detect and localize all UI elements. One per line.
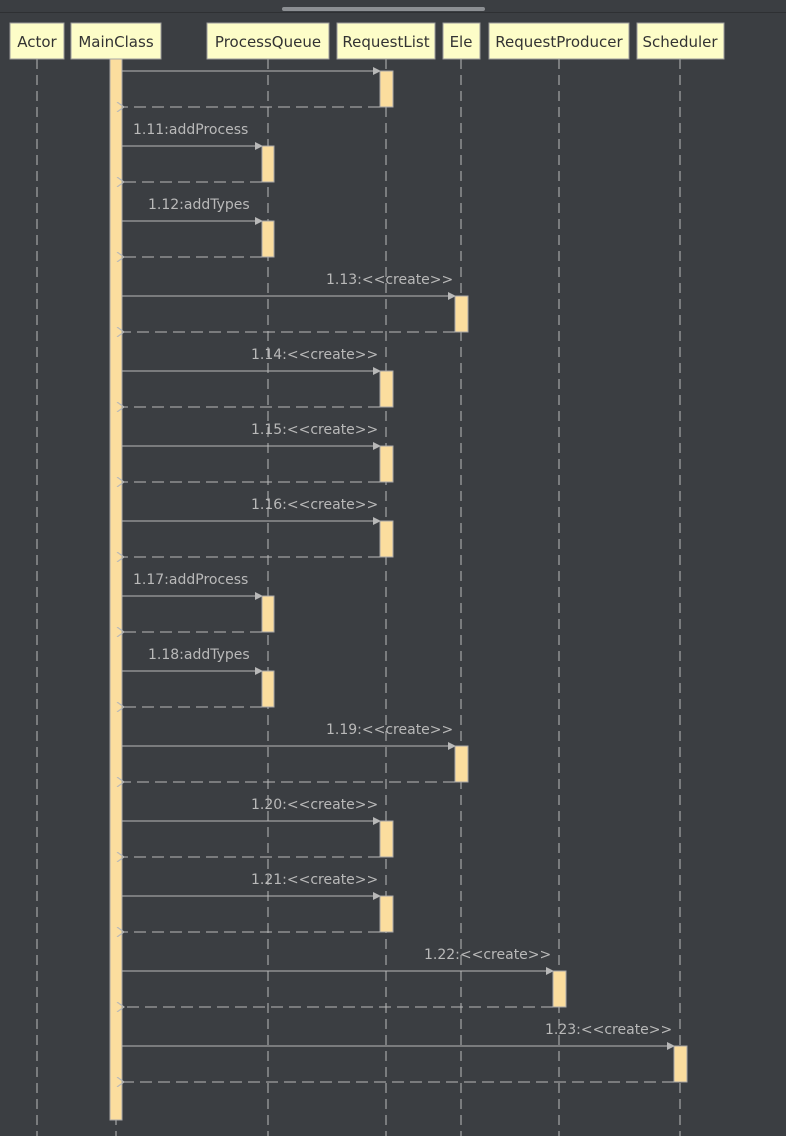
message-label: 1.15:<<create>> [251, 422, 378, 438]
message-label: 1.13:<<create>> [326, 272, 453, 288]
participant-actor[interactable]: Actor [9, 22, 65, 60]
message-1-14: 1.14:<<create>> [122, 347, 394, 407]
participant-label: Ele [450, 33, 473, 51]
participant-mainclass[interactable]: MainClass [70, 22, 162, 60]
participant-label: Scheduler [642, 33, 718, 51]
message-0 [122, 67, 394, 107]
message-label: 1.17:addProcess [133, 572, 248, 588]
top-toolbar-strip [0, 0, 786, 13]
message-1-19: 1.19:<<create>> [122, 722, 469, 782]
message-label: 1.16:<<create>> [251, 497, 378, 513]
participant-label: RequestProducer [495, 33, 623, 51]
message-label: 1.14:<<create>> [251, 347, 378, 363]
participant-requestproducer[interactable]: RequestProducer [488, 22, 630, 60]
message-1-13: 1.13:<<create>> [122, 272, 469, 332]
participant-label: Actor [17, 33, 57, 51]
message-1-12: 1.12:addTypes [122, 197, 275, 257]
message-label: 1.22:<<create>> [424, 947, 551, 963]
message-1-23: 1.23:<<create>> [122, 1022, 688, 1082]
message-1-16: 1.16:<<create>> [122, 497, 394, 557]
participant-processqueue[interactable]: ProcessQueue [206, 22, 330, 60]
message-label: 1.20:<<create>> [251, 797, 378, 813]
message-1-11: 1.11:addProcess [122, 122, 275, 182]
participant-label: ProcessQueue [215, 33, 321, 51]
participant-label: MainClass [78, 33, 153, 51]
message-label: 1.18:addTypes [148, 647, 250, 663]
message-1-20: 1.20:<<create>> [122, 797, 394, 857]
participant-requestlist[interactable]: RequestList [336, 22, 436, 60]
message-1-15: 1.15:<<create>> [122, 422, 394, 482]
activation-mainclass [109, 58, 123, 1121]
participant-label: RequestList [342, 33, 429, 51]
message-1-22: 1.22:<<create>> [122, 947, 567, 1007]
message-label: 1.12:addTypes [148, 197, 250, 213]
message-1-21: 1.21:<<create>> [122, 872, 394, 932]
message-1-17: 1.17:addProcess [122, 572, 275, 632]
participant-scheduler[interactable]: Scheduler [636, 22, 725, 60]
message-label: 1.11:addProcess [133, 122, 248, 138]
message-label: 1.19:<<create>> [326, 722, 453, 738]
horizontal-scroll-thumb[interactable] [282, 7, 485, 11]
message-1-18: 1.18:addTypes [122, 647, 275, 707]
participant-ele[interactable]: Ele [442, 22, 481, 60]
message-label: 1.23:<<create>> [545, 1022, 672, 1038]
message-label: 1.21:<<create>> [251, 872, 378, 888]
